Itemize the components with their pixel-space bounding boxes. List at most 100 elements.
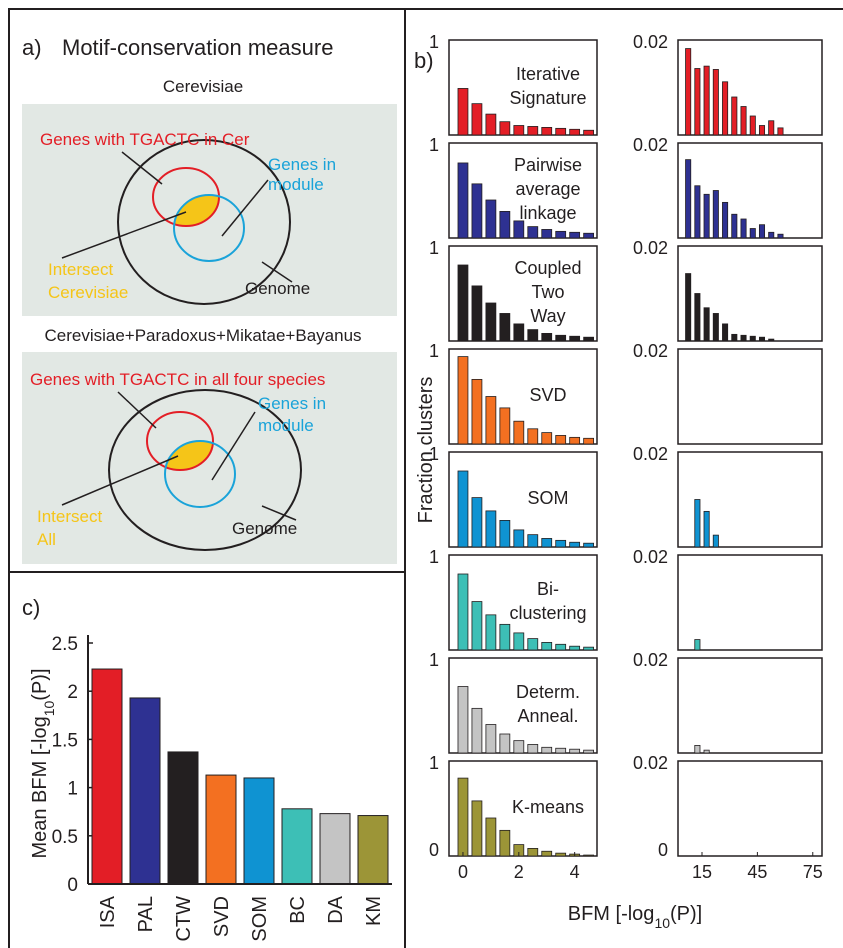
histogram-bar bbox=[499, 520, 511, 548]
panel-title: Coupled bbox=[514, 258, 581, 278]
y-tick-label: 0.02 bbox=[633, 547, 668, 567]
x-tick-label: 4 bbox=[570, 862, 580, 882]
histogram-bar bbox=[569, 231, 581, 239]
panel-title: clustering bbox=[509, 603, 586, 623]
histogram-bar bbox=[583, 542, 595, 548]
panel-title: linkage bbox=[519, 203, 576, 223]
histogram-bar bbox=[485, 199, 497, 239]
panel bbox=[677, 554, 823, 651]
histogram-bar bbox=[731, 333, 738, 342]
panel bbox=[677, 142, 823, 239]
histogram-bar bbox=[555, 230, 567, 239]
x-tick-label: ISA bbox=[97, 895, 119, 928]
panel bbox=[677, 451, 823, 548]
panel-title: average bbox=[515, 179, 580, 199]
histogram-bar bbox=[513, 740, 525, 754]
yellow-label: Cerevisiae bbox=[48, 283, 128, 302]
histogram-bar bbox=[740, 334, 747, 342]
histogram-bar bbox=[555, 747, 567, 754]
histogram-bar bbox=[457, 264, 469, 342]
panel-a: a) Motif-conservation measure Cerevisiae… bbox=[22, 35, 397, 564]
histogram-bar bbox=[694, 745, 701, 754]
panel-title: Two bbox=[531, 282, 564, 302]
y-tick-label: 0 bbox=[67, 875, 78, 896]
histogram-bar bbox=[583, 129, 595, 136]
y-tick-label: 1 bbox=[429, 32, 439, 52]
panel-title: Determ. bbox=[516, 682, 580, 702]
x-axis-label-part: BFM [-log bbox=[568, 903, 655, 925]
histogram-bar bbox=[694, 293, 701, 342]
histogram-bar bbox=[583, 437, 595, 445]
x-axis-label: BFM [-log10(P)] bbox=[568, 903, 702, 931]
y-tick-label: 1.5 bbox=[52, 730, 78, 751]
histogram-bar bbox=[499, 210, 511, 239]
bar bbox=[167, 751, 199, 885]
bar bbox=[281, 808, 313, 885]
panel-title: Anneal. bbox=[517, 706, 578, 726]
x-tick-label: CTW bbox=[173, 896, 195, 942]
histogram-bar bbox=[527, 744, 539, 754]
histogram-bar bbox=[583, 749, 595, 754]
panel-title: SOM bbox=[527, 488, 568, 508]
histogram-bar bbox=[527, 638, 539, 651]
histogram-bar bbox=[457, 356, 469, 445]
panel bbox=[677, 657, 823, 754]
histogram-bar bbox=[555, 334, 567, 342]
frame bbox=[8, 8, 843, 948]
yellow-label: All bbox=[37, 530, 56, 549]
y-tick-label: 0.02 bbox=[633, 32, 668, 52]
histogram-bar bbox=[722, 201, 729, 239]
panel-title: SVD bbox=[529, 385, 566, 405]
histogram-bar bbox=[749, 115, 756, 136]
histogram-bar bbox=[722, 323, 729, 342]
x-tick-label: SOM bbox=[249, 896, 271, 942]
histogram-bar bbox=[685, 159, 692, 239]
x-tick-label: 2 bbox=[514, 862, 524, 882]
panel-title: Pairwise bbox=[514, 155, 582, 175]
histogram-bar bbox=[749, 335, 756, 342]
y-tick-label: 1 bbox=[429, 444, 439, 464]
histogram-bar bbox=[485, 396, 497, 445]
histogram-bar bbox=[541, 229, 553, 239]
histogram-bar bbox=[583, 336, 595, 342]
histogram-bar bbox=[777, 233, 784, 239]
histogram-bar bbox=[569, 436, 581, 445]
histogram-bar bbox=[541, 850, 553, 857]
histogram-bar bbox=[527, 329, 539, 342]
histogram-bar bbox=[499, 623, 511, 651]
y-tick-label: 0.02 bbox=[633, 650, 668, 670]
histogram-bar bbox=[569, 128, 581, 136]
y-tick-label: 2.5 bbox=[52, 634, 78, 655]
panel bbox=[677, 760, 823, 857]
histogram-bar bbox=[555, 435, 567, 445]
diagram-title: Motif-conservation measure bbox=[62, 35, 333, 60]
panel-title: K-means bbox=[512, 797, 584, 817]
histogram-bar bbox=[527, 534, 539, 548]
panel bbox=[677, 245, 823, 342]
histogram-bar bbox=[513, 529, 525, 548]
histogram-bar bbox=[555, 539, 567, 548]
bar bbox=[319, 813, 351, 885]
histogram-bar bbox=[471, 183, 483, 239]
histogram-bar bbox=[768, 120, 775, 136]
y-axis-label: Mean BFM [-log10(P)] bbox=[29, 668, 57, 858]
y-tick-label: 1 bbox=[429, 753, 439, 773]
y-tick-label: 1 bbox=[429, 650, 439, 670]
x-tick-label: BC bbox=[287, 896, 309, 924]
y-tick-label: 1 bbox=[67, 779, 78, 800]
histogram-bar bbox=[541, 642, 553, 651]
bar bbox=[91, 668, 123, 885]
panel-label: c) bbox=[22, 595, 40, 620]
blue-label: module bbox=[268, 175, 324, 194]
histogram-bar bbox=[499, 407, 511, 445]
histogram-bar bbox=[541, 127, 553, 136]
x-tick-label: 0 bbox=[458, 862, 468, 882]
y-tick-label: 0.5 bbox=[52, 827, 78, 848]
venn bbox=[61, 139, 293, 305]
histogram-bar bbox=[768, 231, 775, 239]
x-tick-label: PAL bbox=[135, 896, 157, 932]
histogram-bar bbox=[569, 541, 581, 548]
histogram-bar bbox=[471, 285, 483, 342]
blue-label: module bbox=[258, 416, 314, 435]
histogram-bar bbox=[731, 213, 738, 239]
